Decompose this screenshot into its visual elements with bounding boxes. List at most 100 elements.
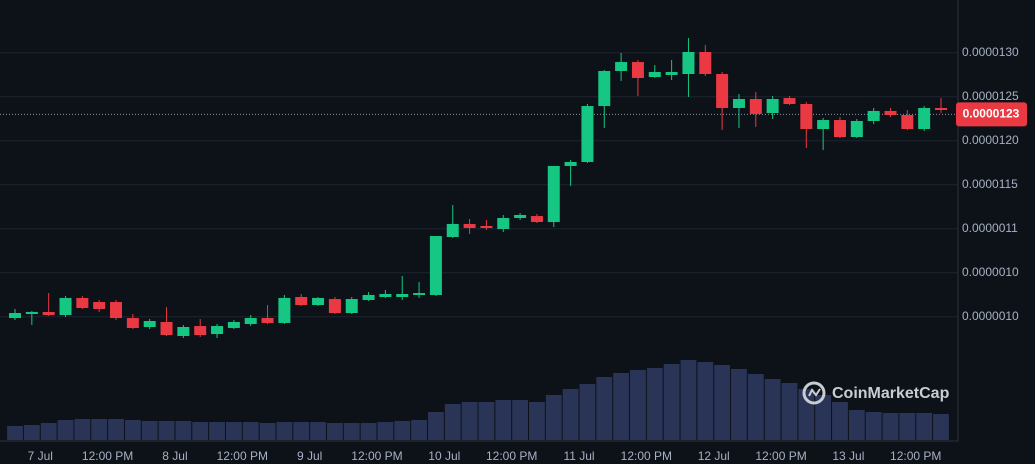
volume-bar <box>747 374 764 440</box>
candle-body <box>749 99 762 114</box>
volume-bar <box>293 422 310 440</box>
candle-body <box>194 326 207 336</box>
volume-bar <box>764 379 781 440</box>
volume-bar <box>175 421 192 440</box>
last-price-badge <box>956 102 1027 127</box>
candle-body <box>278 297 291 323</box>
volume-bar <box>108 419 124 440</box>
volume-bar <box>326 423 343 440</box>
candle-body <box>547 165 560 223</box>
x-tick-label: 12:00 PM <box>621 449 672 463</box>
volume-bar <box>209 422 225 440</box>
candle-body <box>261 318 274 323</box>
volume-bar <box>815 395 832 440</box>
volume-bar <box>124 420 141 440</box>
candle-body <box>110 302 123 319</box>
volume-bar <box>394 421 411 440</box>
candle-body <box>935 107 947 110</box>
candle-body <box>766 99 779 113</box>
volume-bar <box>360 423 377 440</box>
volume-bar <box>680 360 697 440</box>
watermark: CoinMarketCap <box>832 385 950 402</box>
volume-bar <box>23 425 40 440</box>
y-tick-label: 0.0000120 <box>962 133 1019 147</box>
grid <box>0 52 958 318</box>
candle-body <box>631 62 644 78</box>
candle-body <box>665 71 678 75</box>
x-tick-label: 12:00 PM <box>351 449 402 463</box>
volume-bar <box>512 400 529 440</box>
candle-body <box>615 62 628 72</box>
volume-bar <box>74 419 91 440</box>
volume-bar <box>865 412 882 440</box>
x-tick-label: 12:00 PM <box>82 449 133 463</box>
x-tick-label: 10 Jul <box>428 449 460 463</box>
volume-bar <box>259 423 276 440</box>
volume-bar <box>461 402 478 440</box>
volume-bar <box>158 421 175 440</box>
volume-bar <box>630 370 646 440</box>
x-tick-label: 12 Jul <box>698 449 730 463</box>
volume-bar <box>427 412 444 440</box>
candle-body <box>9 313 21 319</box>
volume-bar <box>916 413 933 440</box>
candle-body <box>295 297 308 306</box>
candle-body <box>833 120 846 138</box>
candle-body <box>227 321 240 328</box>
volume-bar <box>579 384 596 440</box>
volume-bar <box>613 373 630 440</box>
candle-body <box>177 327 190 336</box>
volume-bar <box>646 368 663 440</box>
candle-body <box>850 121 863 138</box>
y-tick-label: 0.0000010 <box>962 265 1019 279</box>
candle-body <box>497 217 510 229</box>
y-tick-label: 0.0000130 <box>962 45 1019 59</box>
candle-body <box>362 294 375 300</box>
candle-body <box>25 311 38 314</box>
volume-bar <box>731 369 747 440</box>
candle-body <box>800 104 813 130</box>
watermark-logo <box>802 381 826 405</box>
volume-bar <box>697 362 714 440</box>
candle-body <box>413 293 426 295</box>
volume-bar <box>276 422 293 440</box>
candle-body <box>244 318 257 325</box>
x-tick-label: 13 Jul <box>832 449 864 463</box>
candle-body <box>884 110 897 116</box>
candle-body <box>918 107 931 130</box>
y-tick-label: 0.0000010 <box>962 309 1019 323</box>
candle-body <box>699 52 712 75</box>
volume-bar <box>899 413 916 440</box>
candle-body <box>463 223 476 229</box>
x-tick-label: 12:00 PM <box>486 449 537 463</box>
y-tick-label: 0.0000115 <box>962 177 1018 191</box>
candle-body <box>732 99 745 108</box>
candle-body <box>345 299 358 314</box>
volume-bar <box>411 420 427 440</box>
candle-body <box>446 223 459 237</box>
candle-body <box>42 311 55 316</box>
candle-body <box>93 302 106 309</box>
volume-bar <box>377 422 394 440</box>
candle-body <box>76 297 89 308</box>
volume-bar <box>192 422 209 440</box>
candle-body <box>598 71 611 107</box>
volume-bar <box>242 422 259 440</box>
volume-bar <box>478 402 495 440</box>
x-tick-label: 9 Jul <box>297 449 322 463</box>
y-tick-label: 0.0000011 <box>962 221 1018 235</box>
x-tick-label: 11 Jul <box>563 449 594 463</box>
x-tick-label: 8 Jul <box>162 449 187 463</box>
candle-body <box>480 225 493 229</box>
volume-bar <box>495 400 512 440</box>
candle-body <box>648 71 661 77</box>
volume-bar <box>545 395 562 440</box>
candle-body <box>312 297 325 306</box>
volume-bar <box>141 421 158 440</box>
volume-bar <box>562 389 579 440</box>
candle-body <box>682 52 695 75</box>
candle-body <box>126 318 139 328</box>
volume-bar <box>444 404 461 440</box>
